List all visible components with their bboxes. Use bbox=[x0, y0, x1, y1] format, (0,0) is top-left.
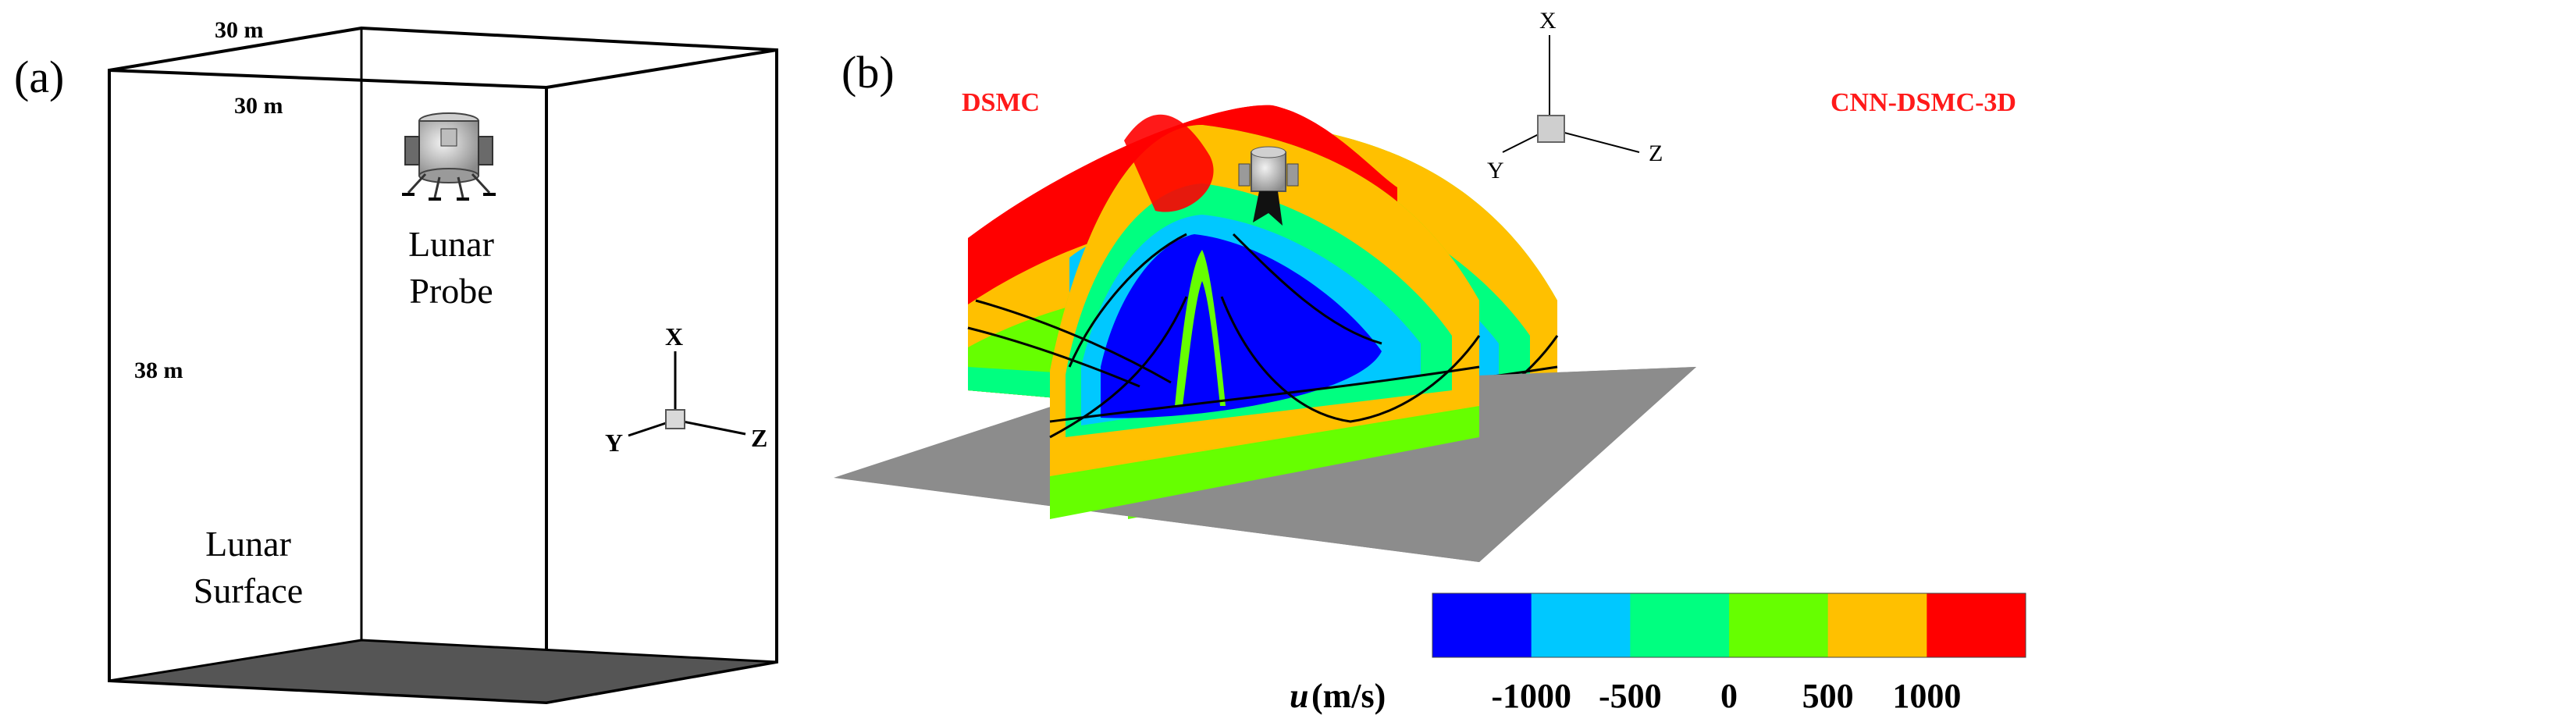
probe-label-line2: Probe bbox=[409, 271, 493, 311]
axis-y-label-b: Y bbox=[1487, 158, 1504, 183]
axes-triad-a bbox=[628, 351, 746, 437]
axes-triad-b bbox=[1502, 35, 1640, 153]
front-slice bbox=[1050, 114, 1479, 519]
colorbar-swatch bbox=[1432, 593, 1532, 657]
colorbar-ticks: -1000 -500 0 500 1000 bbox=[1491, 677, 1961, 715]
panel-b-tag: (b) bbox=[841, 47, 895, 98]
colorbar-variable: u bbox=[1290, 677, 1308, 715]
colorbar-swatch bbox=[1827, 593, 1927, 657]
colorbar-tick-label: 1000 bbox=[1892, 677, 1961, 715]
surface-label-line1: Lunar bbox=[205, 524, 291, 564]
colorbar-tick-label: -1000 bbox=[1491, 677, 1571, 715]
colorbar-swatch bbox=[1531, 593, 1631, 657]
dimension-height-label: 38 m bbox=[134, 358, 183, 383]
axis-x-label-a: X bbox=[665, 322, 683, 351]
axis-x-label-b: X bbox=[1539, 8, 1557, 34]
colorbar-swatch bbox=[1630, 593, 1730, 657]
colorbar-outline bbox=[1432, 593, 2026, 658]
colorbar-unit: (m/s) bbox=[1311, 677, 1386, 715]
cnn-dsmc-contour-plot bbox=[835, 105, 1696, 562]
panel-a-tag: (a) bbox=[14, 52, 64, 102]
colorbar-swatch bbox=[1729, 593, 1829, 657]
axis-z-label-a: Z bbox=[751, 424, 767, 452]
right-plot-title: CNN-DSMC-3D bbox=[1831, 88, 2016, 117]
colorbar-tick-label: -500 bbox=[1599, 677, 1662, 715]
colorbar-tick-label: 0 bbox=[1720, 677, 1738, 715]
colorbar-swatch bbox=[1927, 593, 2026, 657]
lunar-surface-plane bbox=[109, 639, 777, 704]
left-plot-title: DSMC bbox=[962, 88, 1040, 117]
cnn-probe-icon bbox=[1238, 146, 1299, 226]
panel-b: (b) DSMC CNN-DSMC-3D X Y Z bbox=[834, 8, 2026, 715]
dimension-top-label: 30 m bbox=[215, 17, 264, 43]
probe-label-line1: Lunar bbox=[408, 224, 494, 264]
colorbar-tick-label: 500 bbox=[1802, 677, 1854, 715]
dimension-depth-label: 30 m bbox=[234, 93, 283, 119]
lunar-probe-icon bbox=[402, 112, 496, 201]
axis-z-label-b: Z bbox=[1649, 141, 1663, 166]
colorbar bbox=[1432, 593, 2026, 658]
surface-label-line2: Surface bbox=[194, 571, 303, 610]
streamlines bbox=[967, 233, 1481, 439]
panel-a: (a) 30 m 30 m 38 m bbox=[14, 17, 778, 705]
axis-y-label-a: Y bbox=[605, 429, 623, 457]
